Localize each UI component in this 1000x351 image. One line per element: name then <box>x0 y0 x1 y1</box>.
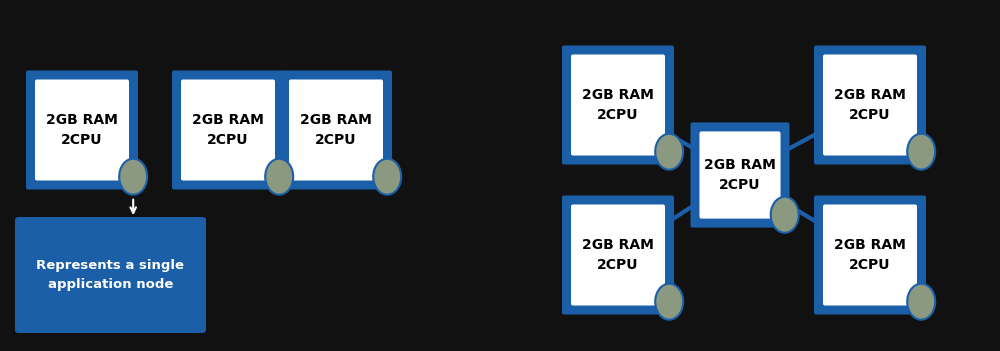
FancyBboxPatch shape <box>814 46 926 165</box>
Ellipse shape <box>265 159 293 195</box>
FancyBboxPatch shape <box>280 71 392 190</box>
Text: 2GB RAM
2CPU: 2GB RAM 2CPU <box>834 88 906 122</box>
FancyBboxPatch shape <box>814 196 926 314</box>
FancyBboxPatch shape <box>699 131 781 219</box>
Text: 2GB RAM
2CPU: 2GB RAM 2CPU <box>582 88 654 122</box>
Text: 2GB RAM
2CPU: 2GB RAM 2CPU <box>834 238 906 272</box>
Ellipse shape <box>655 284 683 320</box>
Ellipse shape <box>771 197 799 233</box>
Ellipse shape <box>373 159 401 195</box>
Ellipse shape <box>655 134 683 170</box>
FancyBboxPatch shape <box>562 196 674 314</box>
FancyBboxPatch shape <box>181 79 275 180</box>
FancyBboxPatch shape <box>571 205 665 305</box>
FancyBboxPatch shape <box>172 71 284 190</box>
FancyBboxPatch shape <box>562 46 674 165</box>
FancyBboxPatch shape <box>690 122 790 227</box>
FancyBboxPatch shape <box>823 205 917 305</box>
Ellipse shape <box>907 134 935 170</box>
Text: 2GB RAM
2CPU: 2GB RAM 2CPU <box>192 113 264 147</box>
Text: 2GB RAM
2CPU: 2GB RAM 2CPU <box>582 238 654 272</box>
Ellipse shape <box>119 159 147 195</box>
Ellipse shape <box>907 284 935 320</box>
FancyBboxPatch shape <box>35 79 129 180</box>
Text: 2GB RAM
2CPU: 2GB RAM 2CPU <box>704 158 776 192</box>
Text: 2GB RAM
2CPU: 2GB RAM 2CPU <box>46 113 118 147</box>
FancyBboxPatch shape <box>26 71 138 190</box>
FancyBboxPatch shape <box>289 79 383 180</box>
FancyBboxPatch shape <box>15 217 206 333</box>
FancyBboxPatch shape <box>571 54 665 155</box>
Text: 2GB RAM
2CPU: 2GB RAM 2CPU <box>300 113 372 147</box>
FancyBboxPatch shape <box>823 54 917 155</box>
Text: Represents a single
application node: Represents a single application node <box>36 259 184 291</box>
